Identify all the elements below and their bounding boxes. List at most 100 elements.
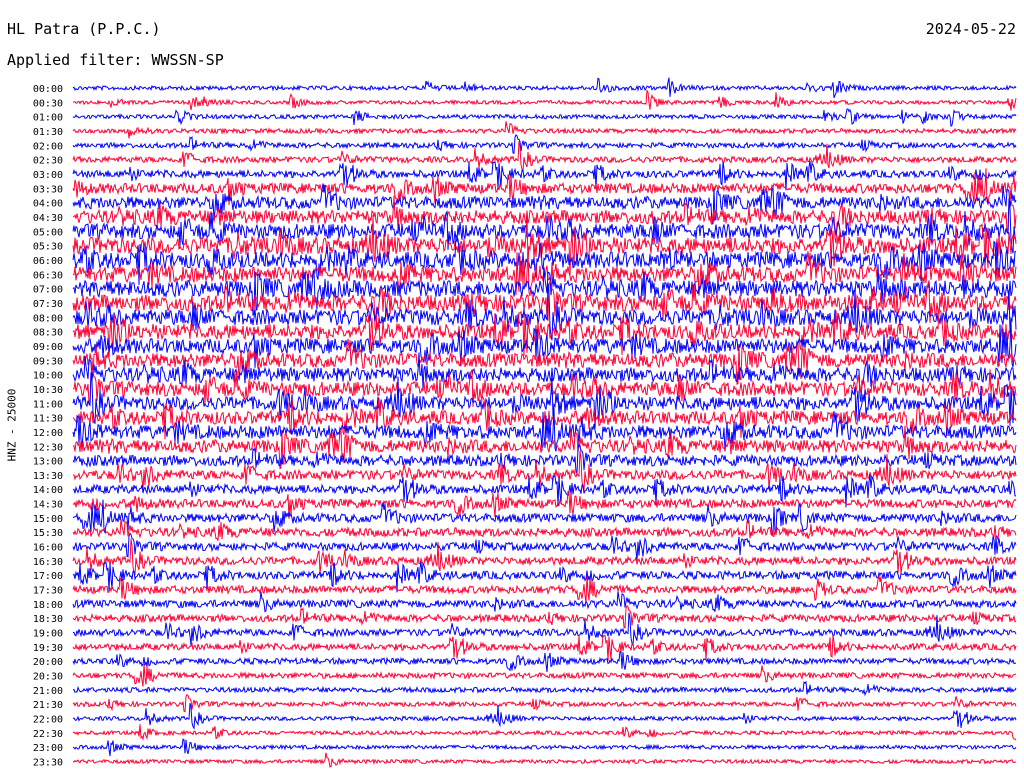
row-label: 12:00 [33,428,63,439]
seismic-trace [72,575,1017,603]
seismic-trace [72,650,1017,673]
seismic-trace [72,532,1017,561]
row-label: 15:30 [33,528,63,539]
row-label: 23:30 [33,758,63,769]
seismic-trace [72,108,1017,128]
row-label: 22:00 [33,715,63,726]
row-label: 07:00 [33,285,63,296]
seismic-trace [72,663,1017,687]
row-label: 17:30 [33,586,63,597]
seismic-trace [72,338,1017,386]
row-label: 09:00 [33,342,63,353]
filter-label: Applied filter: WWSSN-SP [7,51,224,69]
row-label: 02:00 [33,141,63,152]
seismic-trace [72,724,1017,741]
trace-group [72,77,1017,768]
row-label: 11:00 [33,399,63,410]
row-label: 11:30 [33,414,63,425]
row-label: 13:00 [33,457,63,468]
row-label: 21:30 [33,700,63,711]
row-label: 03:00 [33,170,63,181]
seismic-trace [72,352,1017,402]
seismic-trace [72,264,1017,317]
seismic-trace [72,425,1017,470]
seismic-trace [72,490,1017,519]
seismic-trace [72,561,1017,593]
row-label: 08:30 [33,328,63,339]
row-label: 21:00 [33,686,63,697]
row-label: 14:30 [33,500,63,511]
row-label: 20:30 [33,672,63,683]
row-label: 06:00 [33,256,63,267]
row-label: 10:30 [33,385,63,396]
row-label: 15:00 [33,514,63,525]
row-label: 01:30 [33,127,63,138]
row-label: 17:00 [33,571,63,582]
seismic-trace [72,306,1017,360]
seismic-trace [72,474,1017,508]
row-label: 00:30 [33,98,63,109]
seismic-trace [72,539,1017,576]
seismic-trace [72,450,1017,491]
row-label: 02:30 [33,156,63,167]
seismic-trace [72,612,1017,646]
seismic-trace [72,634,1017,662]
row-label: 07:30 [33,299,63,310]
row-label: 14:00 [33,485,63,496]
row-label: 05:00 [33,227,63,238]
row-label: 19:00 [33,629,63,640]
row-label: 08:00 [33,313,63,324]
seismic-trace [72,198,1017,254]
row-label: 03:30 [33,184,63,195]
row-label: 16:00 [33,543,63,554]
seismic-trace [72,183,1017,225]
seismic-trace [72,703,1017,730]
seismic-trace [72,738,1017,757]
row-label-group: 00:00 00:30 01:00 01:30 02:00 02:30 03:00 03:30… [33,84,63,769]
seismic-trace [72,160,1017,191]
seismic-trace [72,89,1017,111]
row-label: 19:30 [33,643,63,654]
seismic-trace [72,215,1017,276]
row-label: 09:30 [33,356,63,367]
seismic-trace [72,367,1017,407]
seismic-trace [72,499,1017,537]
row-label: 23:00 [33,743,63,754]
seismic-trace [72,134,1017,155]
row-label: 01:00 [33,113,63,124]
seismic-trace [72,752,1017,768]
seismic-trace [72,591,1017,613]
row-label: 04:30 [33,213,63,224]
row-label: 12:30 [33,442,63,453]
seismic-trace [72,693,1017,713]
seismic-trace [72,680,1017,697]
seismic-trace [72,168,1017,207]
seismic-trace [72,407,1017,452]
seismic-trace [72,195,1017,244]
row-label: 22:30 [33,729,63,740]
seismic-trace [72,283,1017,341]
row-label: 18:30 [33,614,63,625]
seismic-trace [72,319,1017,368]
date-label: 2024-05-22 [925,20,1016,38]
row-label: 13:30 [33,471,63,482]
row-label: 18:00 [33,600,63,611]
row-label: 10:00 [33,371,63,382]
station-title: HL Patra (P.P.C.) [7,20,161,38]
seismic-trace [72,233,1017,286]
seismic-trace [72,394,1017,440]
seismic-trace [72,141,1017,172]
row-label: 06:30 [33,270,63,281]
row-label: 20:00 [33,657,63,668]
seismic-trace [72,604,1017,629]
seismic-trace [72,77,1017,99]
row-label: 05:30 [33,242,63,253]
row-label: 04:00 [33,199,63,210]
seismic-trace [72,121,1017,139]
seismic-trace [72,518,1017,541]
seismic-trace [72,443,1017,475]
row-label: 00:00 [33,84,63,95]
row-label: 16:30 [33,557,63,568]
seismic-trace [72,279,1017,334]
